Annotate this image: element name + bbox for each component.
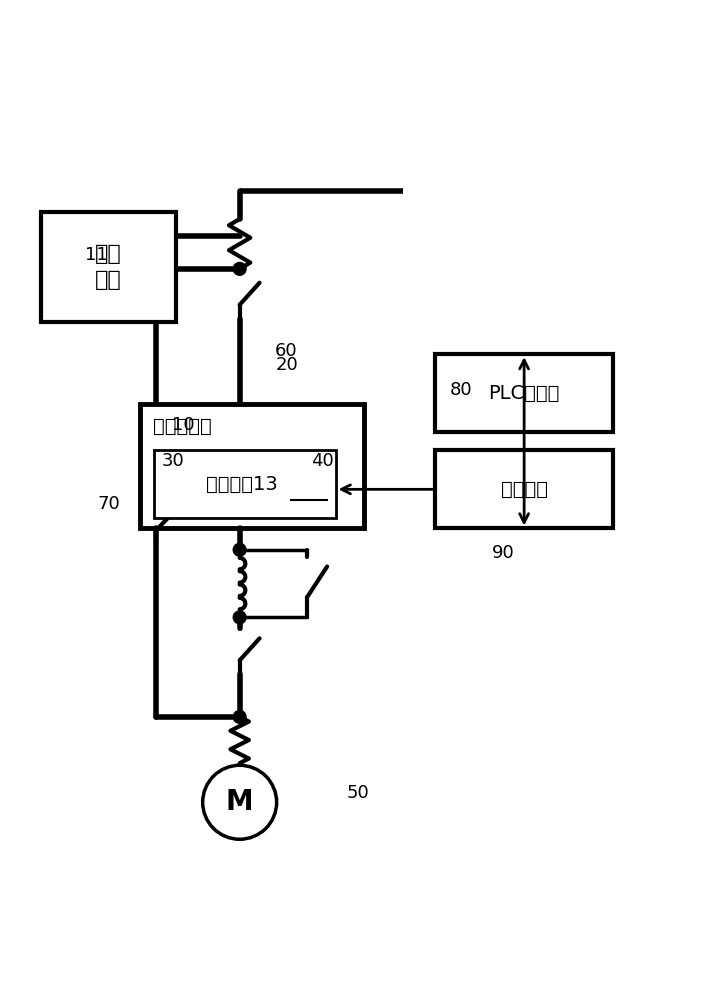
Bar (41, 212, 176, 322)
Circle shape (233, 262, 246, 275)
Bar (436, 354, 613, 432)
Bar (154, 450, 336, 518)
Circle shape (233, 543, 246, 556)
Text: 主控制器: 主控制器 (501, 480, 548, 499)
Text: 20: 20 (275, 356, 298, 374)
Text: 高压变频器: 高压变频器 (153, 417, 211, 436)
Text: 30: 30 (161, 452, 184, 470)
Text: 90: 90 (492, 544, 515, 562)
Text: 高压
电网: 高压 电网 (95, 244, 121, 290)
Text: 50: 50 (346, 784, 369, 802)
Circle shape (233, 611, 246, 624)
Text: 70: 70 (97, 495, 120, 513)
Text: 11: 11 (85, 246, 108, 264)
Circle shape (233, 711, 246, 723)
Text: 40: 40 (311, 452, 333, 470)
Text: PLC控制器: PLC控制器 (488, 384, 560, 403)
Bar (140, 404, 364, 528)
Text: 10: 10 (172, 416, 195, 434)
Text: 60: 60 (275, 342, 298, 360)
Bar (436, 450, 613, 528)
Text: M: M (226, 788, 253, 816)
Text: 功率电路13: 功率电路13 (206, 474, 277, 493)
Circle shape (203, 765, 276, 839)
Text: 80: 80 (449, 381, 472, 399)
